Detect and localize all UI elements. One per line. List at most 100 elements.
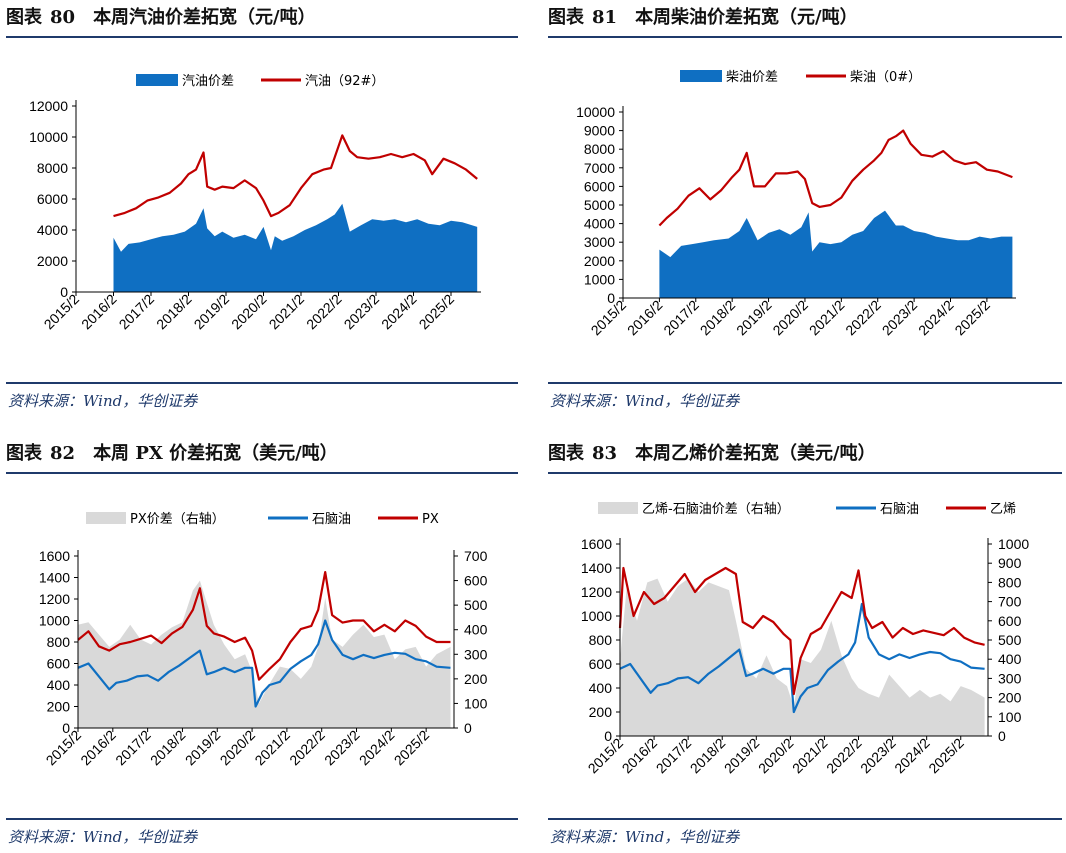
- series-area: [78, 580, 451, 728]
- x-tick-label: 2024/2: [891, 735, 933, 777]
- y-tick-label: 10000: [29, 129, 68, 145]
- panel-px-spread: 图表 82 本周 PX 价差拓宽（美元/吨） PX价差（右轴） 石脑油 PX 0 200 40…: [6, 436, 518, 853]
- legend-label: 汽油价差: [182, 74, 234, 89]
- y-tick-label: 8000: [584, 141, 615, 157]
- legend-swatch: [136, 74, 178, 86]
- y-tick-label: 6000: [584, 178, 615, 194]
- legend-label: 乙烯-石脑油价差（右轴）: [642, 502, 790, 517]
- y-tick-label: 200: [47, 699, 71, 715]
- legend: 柴油价差 柴油（0#）: [680, 70, 921, 85]
- series-area: [659, 210, 1013, 298]
- y2-tick-label: 200: [998, 690, 1022, 706]
- y-tick-label: 800: [589, 632, 613, 648]
- x-tick-label: 2023/2: [321, 727, 363, 769]
- y-tick-label: 200: [589, 704, 613, 720]
- source-rule: [6, 818, 518, 820]
- series-line: [619, 602, 985, 714]
- y-tick-label: 9000: [584, 123, 615, 139]
- legend-item: 石脑油: [268, 512, 351, 527]
- panel-ethylene-spread: 图表 83 本周乙烯价差拓宽（美元/吨） 乙烯-石脑油价差（右轴） 石脑油 乙烯 0 200…: [548, 436, 1062, 853]
- y-tick-label: 1400: [39, 570, 70, 586]
- source-rule: [6, 382, 518, 384]
- legend-label: 柴油价差: [726, 70, 778, 85]
- panel-title: 图表 80 本周汽油价差拓宽（元/吨）: [6, 2, 518, 34]
- y2-tick-label: 500: [998, 632, 1022, 648]
- legend-label: 乙烯: [990, 502, 1016, 517]
- y2-tick-label: 100: [998, 709, 1022, 725]
- y-tick-label: 0: [60, 284, 68, 300]
- x-tick-label: 2017/2: [660, 297, 702, 339]
- y-tick-label: 3000: [584, 234, 615, 250]
- legend: 汽油价差 汽油（92#）: [136, 74, 384, 89]
- title-rule: [6, 472, 518, 474]
- x-tick-label: 2016/2: [78, 291, 120, 333]
- ethylene-chart: 乙烯-石脑油价差（右轴） 石脑油 乙烯02004006008001000120014…: [581, 502, 1029, 777]
- title-rule: [548, 472, 1062, 474]
- series-line: [77, 619, 451, 708]
- x-tick-label: 2016/2: [619, 735, 661, 777]
- x-tick-label: 2017/2: [112, 727, 154, 769]
- x-tick-label: 2020/2: [217, 727, 259, 769]
- x-tick-label: 2018/2: [153, 291, 195, 333]
- x-tick-label: 2019/2: [191, 291, 233, 333]
- figure-number: 82: [50, 443, 76, 464]
- legend-label: 汽油（92#）: [305, 74, 384, 89]
- x-tick-label: 2025/2: [416, 291, 458, 333]
- px-chart: PX价差（右轴） 石脑油 PX020040060080010001200140016…: [39, 512, 488, 769]
- y-tick-label: 1400: [581, 560, 612, 576]
- y-tick-label: 1600: [39, 548, 70, 564]
- figure-title: 本周汽油价差拓宽（元/吨）: [93, 7, 316, 28]
- figure-label: 图表: [6, 7, 42, 28]
- x-tick-label: 2020/2: [769, 297, 811, 339]
- x-tick-label: 2020/2: [228, 291, 270, 333]
- legend-item: 柴油（0#）: [806, 70, 921, 85]
- legend-item: PX价差（右轴）: [86, 512, 225, 527]
- legend-swatch: [86, 512, 126, 524]
- y2-tick-label: 0: [464, 720, 472, 736]
- figure-number: 81: [592, 7, 618, 28]
- x-tick-label: 2022/2: [842, 297, 884, 339]
- series-line: [77, 571, 451, 681]
- x-tick-label: 2021/2: [806, 297, 848, 339]
- legend: PX价差（右轴） 石脑油 PX: [86, 512, 439, 527]
- y-tick-label: 5000: [584, 197, 615, 213]
- y-tick-label: 1000: [581, 608, 612, 624]
- legend-label: 石脑油: [880, 502, 919, 517]
- y2-tick-label: 300: [464, 646, 488, 662]
- y2-tick-label: 700: [998, 594, 1022, 610]
- y-tick-label: 2000: [584, 253, 615, 269]
- x-tick-label: 2025/2: [391, 727, 433, 769]
- y-tick-label: 8000: [37, 160, 68, 176]
- panel-title: 图表 82 本周 PX 价差拓宽（美元/吨）: [6, 438, 518, 470]
- x-tick-label: 2022/2: [823, 735, 865, 777]
- legend-item: 石脑油: [836, 502, 919, 517]
- y2-tick-label: 1000: [998, 536, 1029, 552]
- series-line: [658, 129, 1013, 227]
- legend-item: PX: [378, 512, 439, 527]
- y-tick-label: 7000: [584, 160, 615, 176]
- y-tick-label: 1000: [39, 613, 70, 629]
- y-tick-label: 0: [607, 290, 615, 306]
- x-tick-label: 2025/2: [925, 735, 967, 777]
- y2-tick-label: 700: [464, 548, 488, 564]
- y-tick-label: 10000: [576, 104, 615, 120]
- x-tick-label: 2025/2: [951, 297, 993, 339]
- y2-tick-label: 200: [464, 671, 488, 687]
- y2-tick-label: 500: [464, 597, 488, 613]
- x-tick-label: 2019/2: [182, 727, 224, 769]
- y-tick-label: 6000: [37, 191, 68, 207]
- y-tick-label: 0: [604, 728, 612, 744]
- y2-tick-label: 400: [998, 651, 1022, 667]
- y-tick-label: 12000: [29, 98, 68, 114]
- x-tick-label: 2024/2: [915, 297, 957, 339]
- legend-label: PX: [422, 512, 439, 527]
- y-tick-label: 600: [589, 656, 613, 672]
- y-tick-label: 1200: [39, 591, 70, 607]
- figure-label: 图表: [6, 443, 42, 464]
- y2-tick-label: 100: [464, 695, 488, 711]
- source-rule: [548, 382, 1062, 384]
- x-tick-label: 2016/2: [624, 297, 666, 339]
- legend: 乙烯-石脑油价差（右轴） 石脑油 乙烯: [598, 502, 1016, 517]
- x-tick-label: 2022/2: [303, 291, 345, 333]
- y-tick-label: 2000: [37, 253, 68, 269]
